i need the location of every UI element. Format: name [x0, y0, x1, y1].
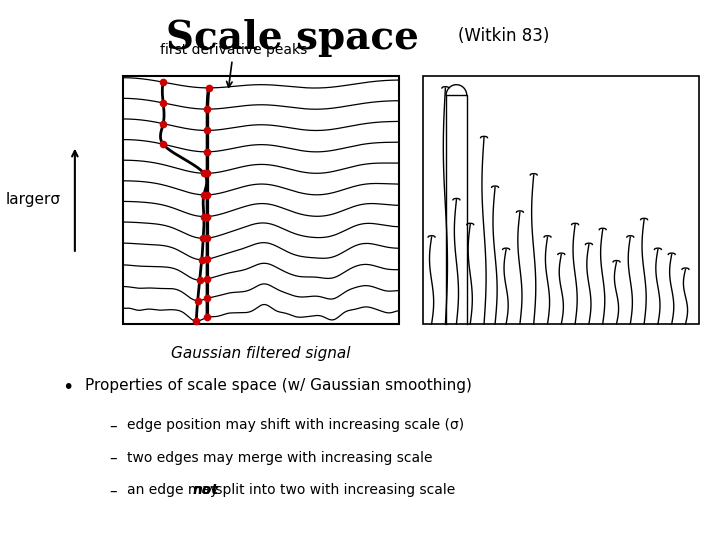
Text: Gaussian filtered signal: Gaussian filtered signal [171, 346, 351, 361]
Text: Scale space: Scale space [166, 19, 418, 57]
Text: two edges may merge with increasing scale: two edges may merge with increasing scal… [127, 451, 432, 465]
Text: –: – [109, 418, 117, 434]
Text: edge position may shift with increasing scale (σ): edge position may shift with increasing … [127, 418, 464, 433]
Text: split into two with increasing scale: split into two with increasing scale [212, 483, 456, 497]
Text: •: • [62, 378, 73, 397]
Text: largerσ: largerσ [6, 192, 61, 207]
Text: not: not [192, 483, 218, 497]
Text: –: – [109, 451, 117, 466]
Bar [123, 76, 399, 324]
Bar [423, 76, 699, 324]
Text: an edge may: an edge may [127, 483, 222, 497]
Text: Properties of scale space (w/ Gaussian smoothing): Properties of scale space (w/ Gaussian s… [85, 378, 472, 393]
Text: first derivative peaks: first derivative peaks [160, 43, 307, 87]
Text: (Witkin 83): (Witkin 83) [458, 27, 549, 45]
Text: –: – [109, 483, 117, 498]
